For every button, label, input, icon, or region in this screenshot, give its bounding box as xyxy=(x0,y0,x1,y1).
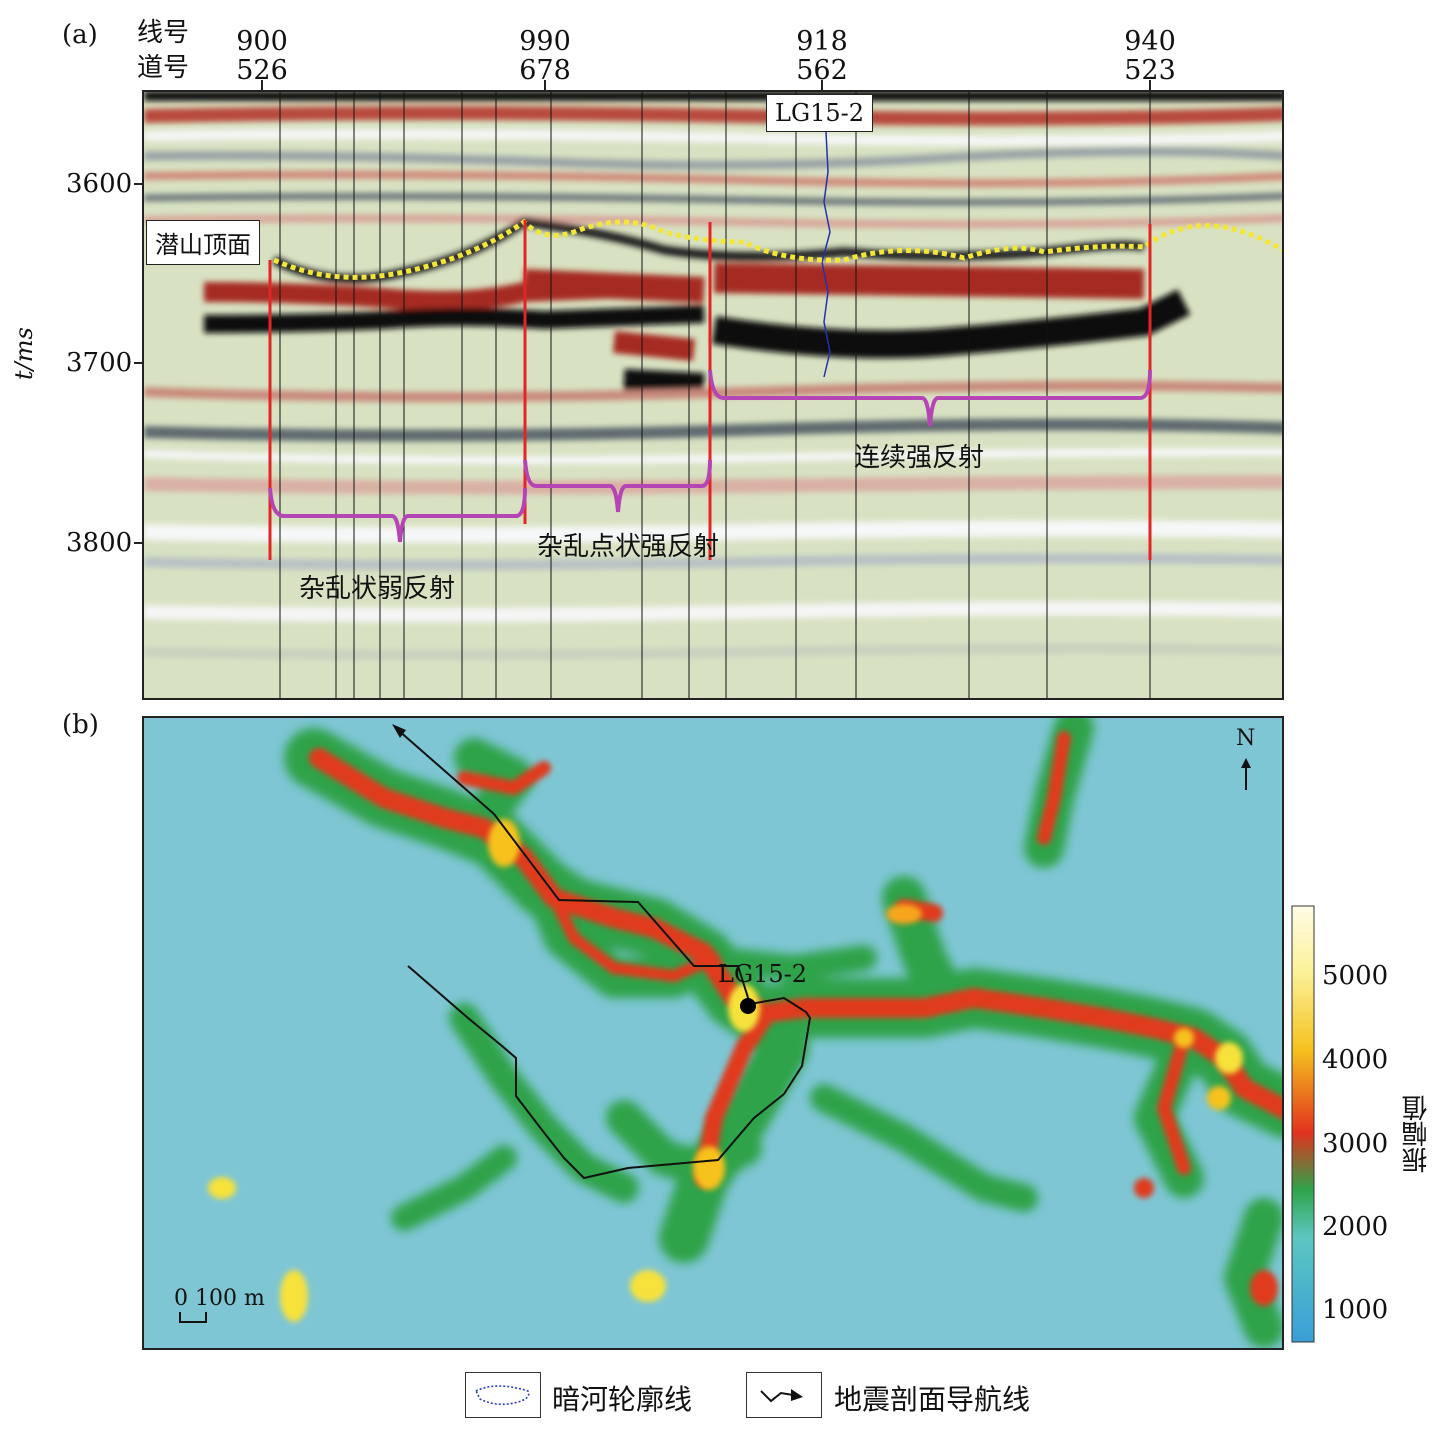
colorbar-tick-2000: 2000 xyxy=(1322,1212,1389,1242)
zone-label-chaotic-spotty-strong: 杂乱点状强反射 xyxy=(537,532,720,562)
seismic-section: 潜山顶面 LG15-2 杂乱状弱反射 杂乱点状强反射 连续强反射 xyxy=(142,90,1284,700)
legend-outline-swatch xyxy=(465,1372,541,1418)
reflection-bands xyxy=(144,92,1282,660)
amplitude-map: LG15-2 N 0 100 m xyxy=(142,716,1284,1350)
scale-bar-label: 0 100 m xyxy=(174,1286,265,1311)
trace-number-label: 道号 xyxy=(137,53,190,83)
y-tick-3700: 3700 xyxy=(66,348,133,378)
zone-label-continuous-strong: 连续强反射 xyxy=(854,443,985,473)
colorbar xyxy=(1291,905,1315,1343)
col-3-trace: 562 xyxy=(796,55,848,86)
col-2-trace: 678 xyxy=(519,55,571,86)
trace-lines xyxy=(279,92,1151,698)
colorbar-tick-3000: 3000 xyxy=(1322,1129,1389,1159)
amplitude-image xyxy=(144,718,1282,1348)
horizon-label: 潜山顶面 xyxy=(146,220,260,265)
north-label: N xyxy=(1236,726,1256,751)
outline-icon xyxy=(474,1385,530,1406)
well-log-curve xyxy=(821,131,831,378)
panel-a-label: (a) xyxy=(62,20,98,50)
y-axis-title: t/ms xyxy=(10,327,38,380)
col-2-line: 990 xyxy=(519,26,571,57)
colorbar-title: 振幅值 xyxy=(1402,1095,1432,1173)
colorbar-tick-5000: 5000 xyxy=(1322,961,1389,991)
seismic-image xyxy=(144,92,1282,698)
colorbar-tick-1000: 1000 xyxy=(1322,1295,1389,1325)
well-label-map: LG15-2 xyxy=(718,960,808,988)
col-3-line: 918 xyxy=(796,26,848,57)
scale-bar-icon xyxy=(179,1312,207,1323)
line-number-label: 线号 xyxy=(137,18,190,48)
y-tick-3800: 3800 xyxy=(66,528,133,558)
navline-icon xyxy=(760,1389,803,1403)
col-1-line: 900 xyxy=(236,26,288,57)
north-arrow-icon xyxy=(1241,758,1251,790)
legend-navline-swatch xyxy=(746,1372,822,1418)
amplitude-hotspots xyxy=(208,819,1278,1322)
zone-braces xyxy=(268,369,1152,543)
zone-label-chaotic-weak: 杂乱状弱反射 xyxy=(299,574,456,604)
col-4-line: 940 xyxy=(1124,26,1176,57)
panel-b-label: (b) xyxy=(62,710,99,740)
well-marker xyxy=(740,998,756,1014)
col-1-trace: 526 xyxy=(236,55,288,86)
y-tick-3600: 3600 xyxy=(66,169,133,199)
navigation-line xyxy=(392,724,812,1180)
well-label-section: LG15-2 xyxy=(766,94,874,132)
colorbar-tick-4000: 4000 xyxy=(1322,1045,1389,1075)
col-4-trace: 523 xyxy=(1124,55,1176,86)
legend-outline-label: 暗河轮廓线 xyxy=(552,1383,693,1416)
legend-navline-label: 地震剖面导航线 xyxy=(834,1383,1031,1416)
